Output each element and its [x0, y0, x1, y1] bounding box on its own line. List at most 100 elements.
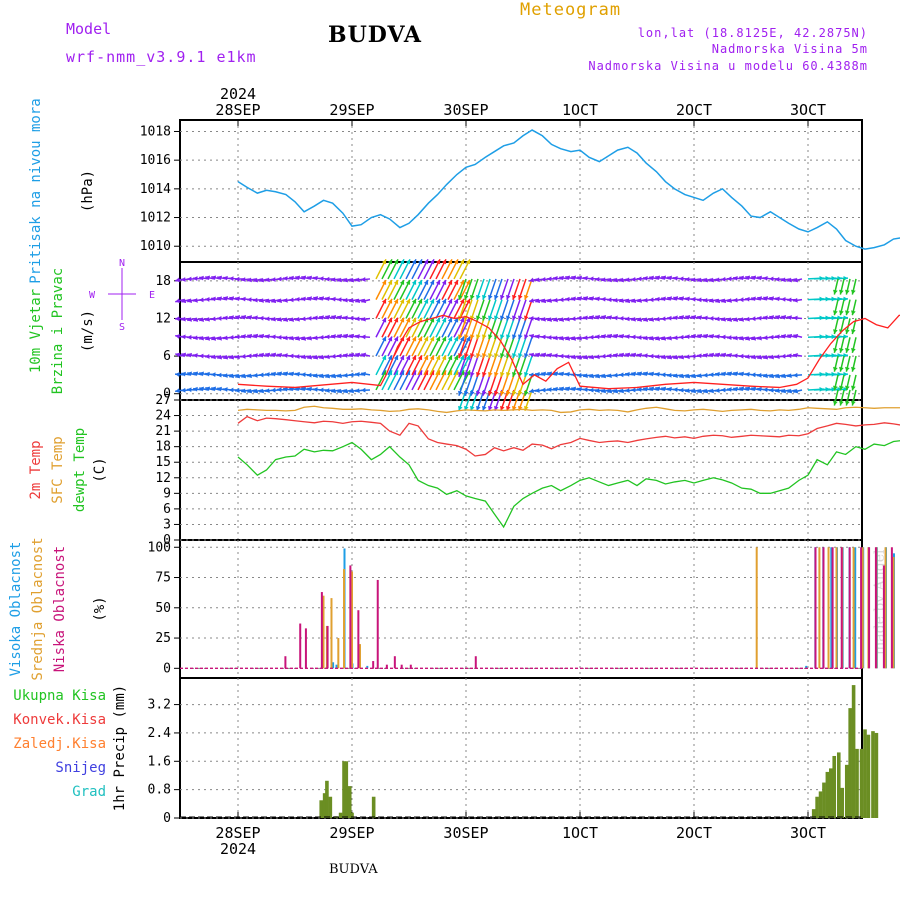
wind-arrowhead	[613, 353, 618, 358]
wind-arrowhead	[524, 371, 529, 377]
pressure-unit: (hPa)	[80, 170, 96, 212]
wind-arrowhead	[839, 348, 844, 353]
wind-arrowhead	[235, 388, 240, 393]
wind-arrowhead	[793, 277, 799, 283]
wind-arrowhead	[721, 352, 727, 358]
wind-arrowhead	[223, 275, 228, 281]
wind-arrowhead	[199, 275, 204, 281]
wind-arrowhead	[175, 334, 180, 339]
wind-arrowhead	[769, 354, 774, 360]
cloud-bar-2-15	[822, 547, 825, 669]
wind-arrowhead	[470, 334, 475, 340]
wind-arrowhead	[727, 317, 733, 322]
wind-arrowhead	[589, 354, 594, 360]
wind-arrowhead	[851, 400, 856, 406]
wind-arrowhead	[435, 317, 441, 323]
wind-arrowhead	[337, 277, 342, 283]
wind-arrowhead	[488, 353, 493, 359]
wind-arrowhead	[781, 388, 787, 394]
wind-arrowhead	[447, 355, 453, 361]
wind-arrowhead	[301, 316, 306, 322]
temp-line-2	[237, 440, 900, 529]
time-tick-bottom-2: 30SEP	[443, 824, 488, 842]
cloud-bar-2-6	[357, 610, 360, 669]
wind-arrowhead	[577, 372, 582, 378]
precip-bar-18	[836, 752, 841, 818]
wind-arrowhead	[393, 370, 399, 376]
wind-arrowhead	[739, 297, 744, 303]
wind-arrowhead	[781, 353, 786, 359]
wind-arrowhead	[393, 280, 399, 286]
wind-arrowhead	[343, 277, 349, 283]
wind-arrowhead	[283, 335, 288, 341]
wind-arrowhead	[411, 370, 417, 376]
wind-arrowhead	[697, 297, 702, 303]
cloud-bar-2-22	[882, 565, 885, 669]
wind-arrowhead	[649, 275, 654, 281]
wind-arrowhead	[625, 334, 630, 339]
precip-bar-15	[825, 771, 830, 818]
wind-arrowhead	[595, 315, 601, 320]
wind-arrowhead	[775, 354, 780, 360]
wind-arrowhead	[757, 275, 762, 281]
time-tick-bottom-3: 1OCT	[562, 824, 598, 842]
wind-arrowhead	[649, 353, 654, 359]
wind-arrowhead	[775, 388, 780, 394]
wind-arrowhead	[733, 297, 738, 303]
wind-arrowhead	[453, 280, 459, 286]
wind-arrowhead	[709, 388, 714, 394]
wind-arrowhead	[199, 317, 205, 322]
wind-arrowhead	[715, 298, 721, 304]
wind-arrowhead	[488, 371, 493, 377]
wind-arrowhead	[423, 336, 429, 342]
cloud-bar-1-12	[852, 547, 855, 669]
wind-arrowhead	[494, 371, 499, 377]
time-tick-top-4: 2OCT	[676, 101, 712, 119]
precip-bar-10	[371, 796, 376, 818]
wind-arrowhead	[429, 259, 435, 265]
wind-arrowhead	[319, 335, 324, 340]
wind-arrowhead	[488, 390, 493, 396]
cloud-bar-2-23	[890, 547, 893, 669]
wind-arrowhead	[541, 387, 546, 393]
ytick-label-cloud-1: 25	[155, 631, 171, 646]
wind-arrowhead	[781, 334, 786, 339]
wind-arrowhead	[289, 317, 295, 322]
panel-frame-pressure	[179, 119, 863, 263]
wind-arrowhead	[283, 276, 288, 281]
wind-arrowhead	[241, 296, 246, 302]
precip-bar-1	[322, 793, 327, 818]
cloud-bar-1-16	[884, 547, 887, 669]
wind-arrowhead	[643, 353, 648, 359]
wind-arrowhead	[229, 354, 235, 360]
wind-arrowhead	[565, 354, 570, 359]
wind-arrowhead	[325, 334, 330, 340]
wind-arrowhead	[524, 315, 529, 321]
wind-arrowhead	[655, 371, 660, 377]
precip-bar-28	[874, 732, 879, 818]
wind-arrowhead	[453, 317, 459, 323]
wind-arrowhead	[175, 316, 180, 322]
wind-arrowhead	[482, 405, 487, 411]
wind-arrowhead	[482, 353, 487, 359]
wind-arrowhead	[259, 352, 264, 358]
wind-arrowhead	[833, 366, 838, 372]
wind-arrowhead	[535, 316, 540, 322]
wind-arrowhead	[715, 371, 720, 377]
ytick-label-pressure-1: 1012	[140, 211, 171, 226]
wind-arrowhead	[529, 333, 535, 339]
wind-arrowhead	[607, 333, 613, 339]
wind-arrowhead	[607, 353, 612, 359]
wind-arrowhead	[703, 297, 708, 303]
wind-arrowhead	[465, 370, 471, 376]
wind-arrowhead	[643, 317, 649, 322]
wind-arrowhead	[565, 386, 571, 392]
wind-arrowhead	[331, 296, 336, 302]
wind-arrowhead	[781, 373, 787, 379]
wind-arrowhead	[464, 294, 469, 300]
wind-arrowhead	[253, 373, 258, 378]
wind-arrowhead	[565, 336, 571, 341]
wind-arrowhead	[381, 355, 387, 361]
wind-arrowhead	[793, 333, 799, 339]
